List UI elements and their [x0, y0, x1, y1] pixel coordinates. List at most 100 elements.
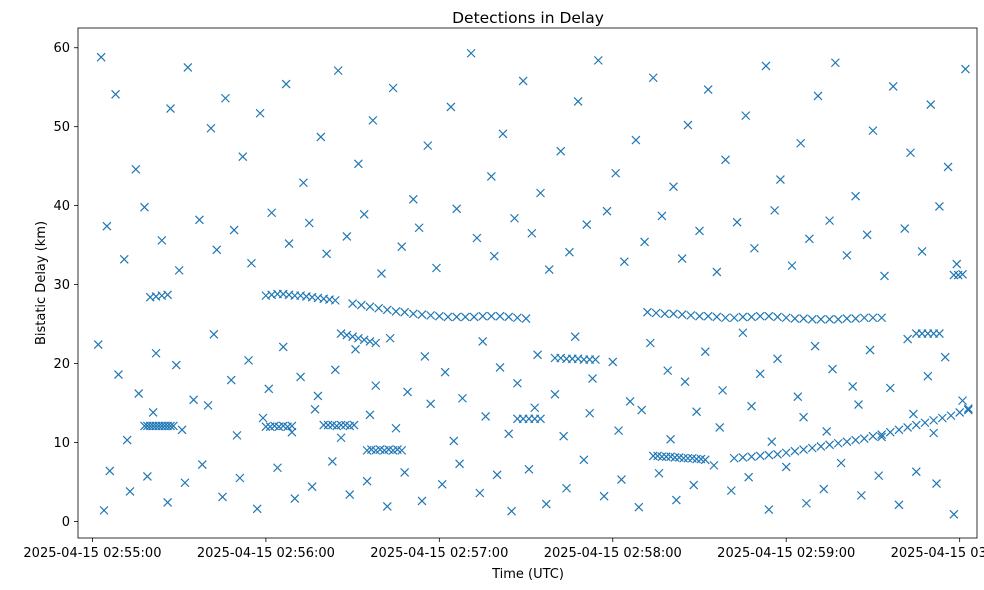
data-point: [799, 412, 808, 422]
data-point: [323, 420, 333, 430]
data-point: [669, 182, 678, 192]
data-point: [460, 312, 470, 322]
data-point: [588, 374, 597, 383]
data-point: [903, 423, 913, 432]
data-point: [692, 407, 702, 417]
data-point: [536, 188, 545, 198]
data-point: [877, 313, 887, 323]
data-point: [923, 371, 933, 381]
data-point: [920, 418, 930, 428]
data-point: [349, 420, 359, 430]
data-point: [851, 435, 861, 445]
x-tick-label: 2025-04-15 03:00:00: [891, 546, 984, 561]
data-point: [767, 437, 777, 447]
data-point: [400, 468, 410, 477]
data-point: [400, 307, 410, 317]
data-point: [715, 423, 725, 432]
data-point: [776, 175, 785, 185]
data-point: [359, 209, 369, 219]
data-point: [807, 443, 817, 453]
y-axis: 0 10 20 30 40 50 60: [53, 41, 78, 530]
data-point: [573, 96, 583, 106]
data-point: [177, 425, 187, 435]
data-point: [868, 431, 878, 441]
x-tick-label: 2025-04-15 02:59:00: [717, 546, 855, 561]
data-point: [903, 334, 913, 344]
data-point: [374, 303, 384, 313]
chart-title: Detections in Delay: [452, 9, 604, 27]
data-point: [952, 259, 962, 269]
data-point: [680, 377, 690, 387]
data-point: [648, 73, 658, 83]
data-point: [946, 411, 956, 421]
data-point: [322, 249, 332, 259]
data-point: [391, 423, 401, 433]
data-point: [773, 449, 782, 459]
data-point: [310, 404, 320, 414]
data-point: [689, 480, 699, 490]
data-point: [434, 311, 444, 321]
data-point: [755, 451, 765, 461]
data-point: [498, 129, 508, 139]
data-point: [342, 231, 352, 241]
data-point: [284, 239, 294, 248]
data-point: [908, 409, 918, 419]
data-point: [677, 310, 687, 320]
data-point: [304, 218, 314, 228]
data-point: [877, 430, 887, 440]
data-point: [799, 445, 808, 455]
data-point: [848, 381, 858, 391]
data-point: [408, 309, 418, 319]
data-point: [512, 378, 522, 388]
data-point: [657, 452, 667, 462]
data-point: [365, 302, 375, 312]
data-point: [747, 452, 756, 462]
data-point: [810, 341, 820, 351]
data-point: [859, 313, 869, 323]
data-point: [874, 471, 884, 481]
data-point: [336, 433, 346, 443]
data-point: [885, 427, 895, 437]
data-point: [790, 446, 800, 456]
data-point: [608, 357, 618, 367]
data-point: [773, 354, 782, 364]
data-point: [197, 460, 207, 470]
data-point: [140, 202, 149, 212]
data-point: [712, 312, 722, 322]
data-point: [703, 311, 713, 321]
data-point: [420, 351, 430, 361]
data-point: [336, 420, 346, 430]
y-tick-label: 60: [53, 41, 70, 56]
data-point: [255, 108, 265, 118]
data-point: [828, 364, 837, 374]
data-point: [281, 79, 291, 89]
data-point: [99, 505, 109, 515]
data-point: [527, 228, 537, 238]
data-point: [458, 393, 467, 403]
data-point: [677, 254, 687, 263]
data-point: [796, 138, 806, 148]
data-point: [119, 254, 129, 264]
data-point: [619, 257, 629, 267]
data-point: [593, 55, 603, 65]
data-point: [709, 460, 719, 470]
data-point: [238, 152, 248, 162]
data-point: [963, 404, 973, 413]
data-point: [544, 265, 554, 275]
data-point: [669, 309, 678, 319]
data-point: [770, 205, 780, 215]
data-point: [877, 432, 887, 442]
data-point: [937, 413, 947, 423]
data-point: [486, 311, 496, 321]
data-point: [307, 482, 317, 492]
data-point: [342, 330, 352, 340]
data-point: [417, 496, 427, 506]
data-point: [495, 311, 505, 321]
data-point: [859, 434, 869, 443]
data-point: [591, 355, 600, 365]
data-point: [729, 313, 739, 323]
x-tick-label: 2025-04-15 02:58:00: [544, 546, 682, 561]
data-point: [492, 470, 502, 480]
data-point: [651, 308, 661, 318]
data-point: [382, 501, 392, 511]
